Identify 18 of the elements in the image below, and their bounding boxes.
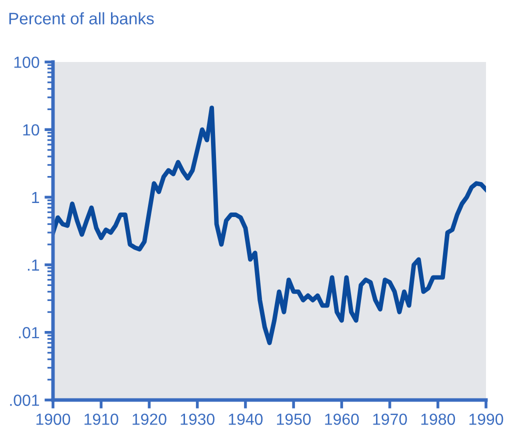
x-tick-label: 1960 [325, 414, 359, 425]
line-series [53, 106, 486, 346]
x-tick-label: 1920 [132, 414, 166, 425]
x-tick-label: 1900 [36, 414, 70, 425]
y-tick-label: 10 [23, 124, 40, 136]
x-tick-label: 1940 [228, 414, 263, 425]
x-tick-label: 1970 [373, 414, 407, 425]
y-tick-label: .1 [28, 260, 40, 271]
x-tick-label: 1980 [421, 414, 456, 425]
x-tick-label: 1990 [469, 414, 504, 425]
x-tick-label: 1950 [277, 414, 311, 425]
y-tick-label: .01 [19, 327, 40, 338]
y-tick-label: .001 [10, 394, 40, 406]
y-tick-label: 1 [32, 192, 40, 203]
x-tick-label: 1930 [180, 414, 214, 425]
y-axis-title: Percent of all banks [9, 12, 154, 24]
y-tick-label: 100 [14, 56, 40, 68]
x-tick-label: 1910 [84, 414, 118, 425]
